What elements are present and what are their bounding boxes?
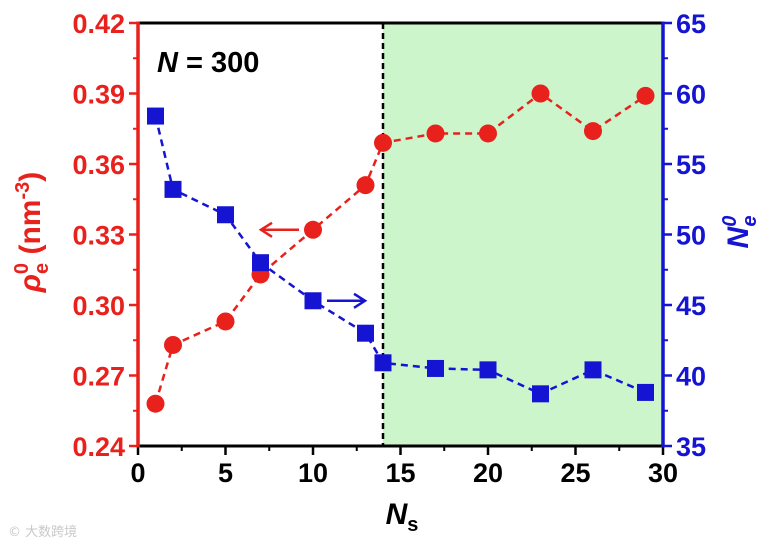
data-point-square: [147, 107, 164, 125]
arrow-left-icon: [258, 221, 273, 238]
data-point-square: [637, 383, 654, 401]
series-density: [146, 84, 655, 413]
tick-labels: 0 5 10 15 20 25 30 0.24 0.27 0.30 0.33 0.36 0.39 0.42…: [72, 9, 706, 488]
y-right-tick-label: 55: [676, 150, 706, 180]
data-point-square: [584, 361, 602, 379]
data-point-circle: [374, 133, 392, 152]
x-tick-label: 0: [130, 458, 145, 488]
y-right-tick-label: 40: [676, 362, 706, 392]
annotation-label: N = 300: [157, 47, 259, 79]
x-axis-label: Ns: [386, 498, 419, 536]
arrow-right-icon: [353, 292, 368, 309]
y-right-tick-label: 45: [676, 291, 706, 321]
x-tick-label: 30: [648, 458, 678, 488]
y-left-label: ρ0e (nm-3): [11, 172, 53, 294]
data-point-square: [532, 385, 549, 403]
y-left-tick-label: 0.27: [72, 362, 125, 392]
data-point-circle: [584, 122, 602, 141]
x-tick-label: 25: [560, 458, 590, 488]
data-point-circle: [356, 176, 375, 195]
y-left-tick-label: 0.33: [72, 221, 125, 251]
data-point-square: [427, 359, 444, 377]
y-right-tick-label: 60: [676, 80, 706, 110]
y-right-label: N0e: [719, 216, 761, 249]
y-left-tick-label: 0.36: [72, 150, 125, 180]
y-left-tick-label: 0.39: [72, 80, 125, 110]
data-point-circle: [304, 220, 322, 239]
series-count: [147, 107, 654, 403]
data-point-square: [164, 180, 182, 198]
series-line: [154, 91, 647, 405]
data-point-circle: [164, 335, 182, 354]
data-point-square: [217, 206, 234, 224]
x-tick-label: 15: [385, 458, 415, 488]
y-left-tick-label: 0.30: [72, 291, 125, 321]
y-left-tick-label: 0.42: [72, 9, 125, 39]
watermark-text: © 大数跨境: [8, 525, 78, 540]
y-left-tick-label: 0.24: [72, 432, 125, 462]
data-point-square: [374, 354, 392, 372]
x-tick-label: 20: [473, 458, 503, 488]
x-tick-label: 5: [218, 458, 233, 488]
data-point-square: [252, 254, 269, 272]
y-right-tick-label: 50: [676, 221, 706, 251]
y-right-tick-label: 35: [676, 432, 706, 462]
data-point-circle: [146, 394, 165, 413]
data-point-circle: [531, 84, 550, 103]
y-right-tick-label: 65: [676, 9, 706, 39]
axis-arrows: [258, 221, 368, 309]
data-point-square: [357, 324, 374, 342]
data-point-circle: [216, 312, 235, 331]
data-point-square: [304, 292, 322, 310]
data-point-circle: [636, 86, 655, 105]
data-point-square: [479, 361, 497, 379]
x-tick-label: 10: [298, 458, 328, 488]
data-point-circle: [479, 124, 497, 143]
data-point-circle: [426, 124, 445, 143]
series-line: [154, 115, 646, 396]
